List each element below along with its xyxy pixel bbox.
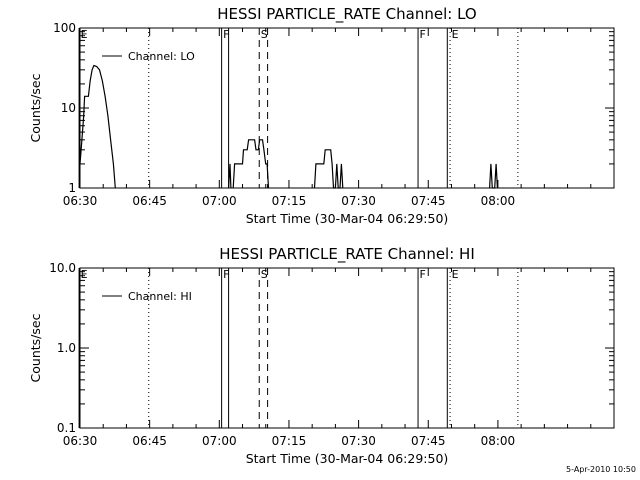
- x-tick-label: 07:30: [341, 434, 376, 448]
- chart-title: HESSI PARTICLE_RATE Channel: HI: [219, 245, 475, 264]
- series-line-segment: [232, 139, 270, 189]
- y-tick-label: 0.1: [57, 421, 76, 435]
- x-tick-label: 07:15: [272, 194, 307, 208]
- chart-panel-hi: HESSI PARTICLE_RATE Channel: HI 06:30 06:4…: [28, 245, 615, 466]
- legend: Channel: LO: [102, 50, 195, 63]
- event-marker-label: S: [261, 28, 268, 41]
- x-tick-label: 06:30: [63, 194, 98, 208]
- y-tick-label: 1.0: [57, 341, 76, 355]
- x-tick-label: 07:00: [202, 434, 237, 448]
- y-axis-title: Counts/sec: [28, 313, 43, 382]
- y-tick-label: 100: [53, 21, 76, 35]
- x-axis-title: Start Time (30-Mar-04 06:29:50): [246, 451, 449, 466]
- series-line-segment: [228, 163, 232, 189]
- x-axis-title: Start Time (30-Mar-04 06:29:50): [246, 211, 449, 226]
- chart-title: HESSI PARTICLE_RATE Channel: LO: [217, 5, 476, 24]
- event-marker-label: F: [223, 268, 229, 281]
- x-tick-label: 06:45: [132, 434, 167, 448]
- event-marker-label: E: [81, 268, 88, 281]
- legend-label: Channel: LO: [128, 50, 195, 63]
- event-marker-label: E: [81, 28, 88, 41]
- y-tick-label: 10: [61, 101, 76, 115]
- y-tick-label: 1: [68, 181, 76, 195]
- x-tick-label: 07:15: [272, 434, 307, 448]
- series-line-segment: [313, 149, 344, 189]
- event-marker-label: F: [420, 28, 426, 41]
- x-tick-label: 07:45: [411, 434, 446, 448]
- legend-label: Channel: HI: [128, 290, 192, 303]
- x-tick-label: 08:00: [481, 194, 516, 208]
- legend: Channel: HI: [102, 290, 192, 303]
- x-tick-label: 07:00: [202, 194, 237, 208]
- x-tick-label: 06:30: [63, 434, 98, 448]
- y-tick-label: 10.0: [49, 261, 76, 275]
- event-marker-label: F: [223, 28, 229, 41]
- event-marker-label: E: [452, 268, 459, 281]
- chart-panel-lo: HESSI PARTICLE_RATE Channel: LO 06:30 06:4…: [28, 5, 615, 226]
- x-tick-label: 07:30: [341, 194, 376, 208]
- event-marker-label: F: [420, 268, 426, 281]
- series-line-segment: [489, 163, 498, 189]
- x-tick-label: 08:00: [481, 434, 516, 448]
- event-marker-label: S: [261, 268, 268, 281]
- series-line-segment: [79, 64, 116, 189]
- x-tick-label: 06:45: [132, 194, 167, 208]
- x-tick-label: 07:45: [411, 194, 446, 208]
- event-marker-label: E: [452, 28, 459, 41]
- footer-timestamp: 5-Apr-2010 10:50: [566, 465, 636, 474]
- y-axis-title: Counts/sec: [28, 73, 43, 142]
